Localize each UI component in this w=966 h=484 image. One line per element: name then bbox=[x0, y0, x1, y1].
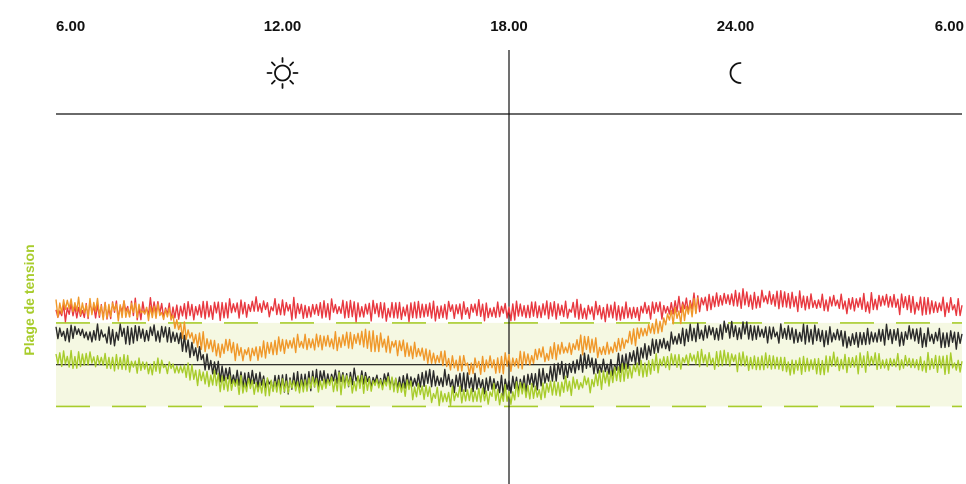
series-layer bbox=[55, 288, 963, 407]
series-line bbox=[55, 348, 963, 407]
series-line bbox=[55, 320, 963, 397]
y-axis-label: Plage de tension bbox=[21, 244, 37, 355]
x-tick-labels: 6.00 12.00 18.00 24.00 6.00 bbox=[56, 18, 964, 35]
sun-icon bbox=[266, 57, 299, 89]
x-tick-label: 12.00 bbox=[264, 18, 302, 35]
series-line bbox=[55, 288, 963, 323]
x-tick-label: 18.00 bbox=[490, 18, 528, 35]
x-tick-label: 6.00 bbox=[56, 18, 85, 35]
x-tick-label: 24.00 bbox=[717, 18, 755, 35]
moon-icon bbox=[729, 62, 742, 84]
chart-frame bbox=[56, 50, 962, 484]
x-tick-label: 6.00 bbox=[935, 18, 964, 35]
series-line bbox=[55, 296, 699, 375]
time-icons bbox=[266, 57, 742, 89]
